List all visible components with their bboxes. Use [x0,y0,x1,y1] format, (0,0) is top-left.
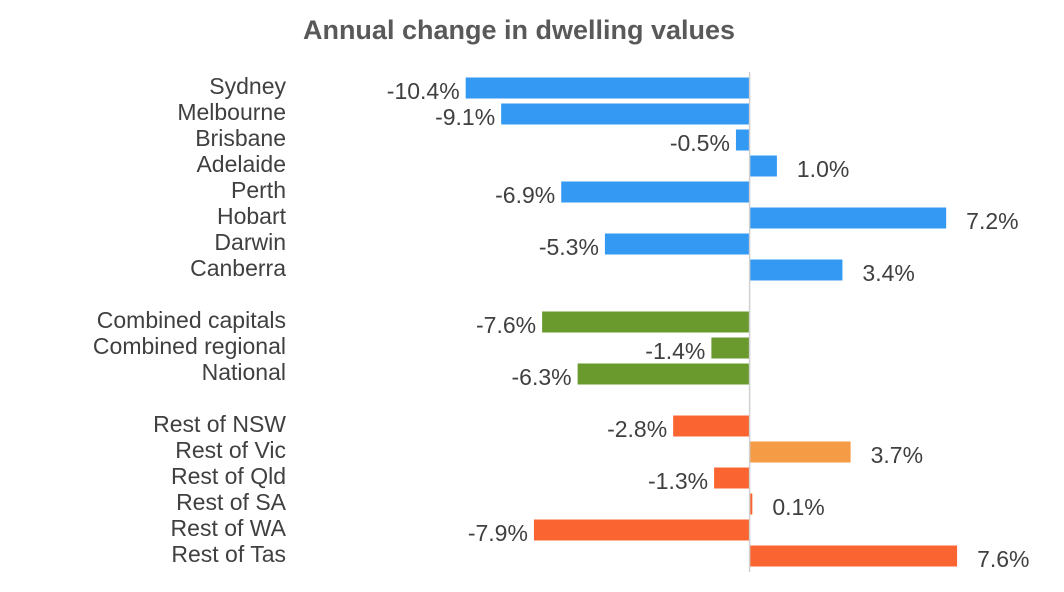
category-label: Perth [231,177,286,203]
value-label: 7.2% [966,208,1018,234]
category-label: Melbourne [177,99,286,125]
bar [749,155,777,177]
bar [577,363,750,385]
chart-title: Annual change in dwelling values [303,15,735,45]
value-label: 0.1% [772,494,824,520]
value-label: -5.3% [539,234,599,260]
category-label: Brisbane [195,125,286,151]
category-label: Hobart [217,203,287,229]
category-label: Rest of SA [176,489,287,515]
category-label: Darwin [214,229,286,255]
value-label: -1.3% [648,468,708,494]
bar [749,259,843,281]
value-label: -7.9% [468,520,528,546]
bar [714,467,750,489]
value-label: 1.0% [797,156,849,182]
bar [749,545,958,567]
category-label: Sydney [209,73,286,99]
category-label: Rest of Tas [171,541,286,567]
bar [542,311,750,333]
bar [711,337,750,359]
bar [604,233,750,255]
value-label: -1.4% [645,338,705,364]
bar [465,77,750,99]
category-label: Rest of Qld [171,463,286,489]
value-label: -6.9% [495,182,555,208]
bar [749,493,753,515]
bar [501,103,750,125]
value-label: 7.6% [977,546,1029,572]
bar [749,207,947,229]
category-label: Rest of Vic [175,437,286,463]
category-label: Adelaide [196,151,286,177]
category-label: Rest of NSW [153,411,286,437]
value-label: 3.4% [862,260,914,286]
category-label: Rest of WA [171,515,287,541]
bar [673,415,750,437]
category-label: Combined capitals [97,307,286,333]
value-label: -10.4% [387,78,460,104]
category-label: Canberra [190,255,286,281]
value-label: -6.3% [512,364,572,390]
value-label: -0.5% [670,130,730,156]
value-label: 3.7% [871,442,923,468]
value-label: -2.8% [607,416,667,442]
category-label: Combined regional [93,333,286,359]
category-label: National [202,359,286,385]
bar [735,129,750,151]
bar [561,181,750,203]
value-label: -7.6% [476,312,536,338]
bar [533,519,750,541]
bar [749,441,851,463]
value-label: -9.1% [435,104,495,130]
